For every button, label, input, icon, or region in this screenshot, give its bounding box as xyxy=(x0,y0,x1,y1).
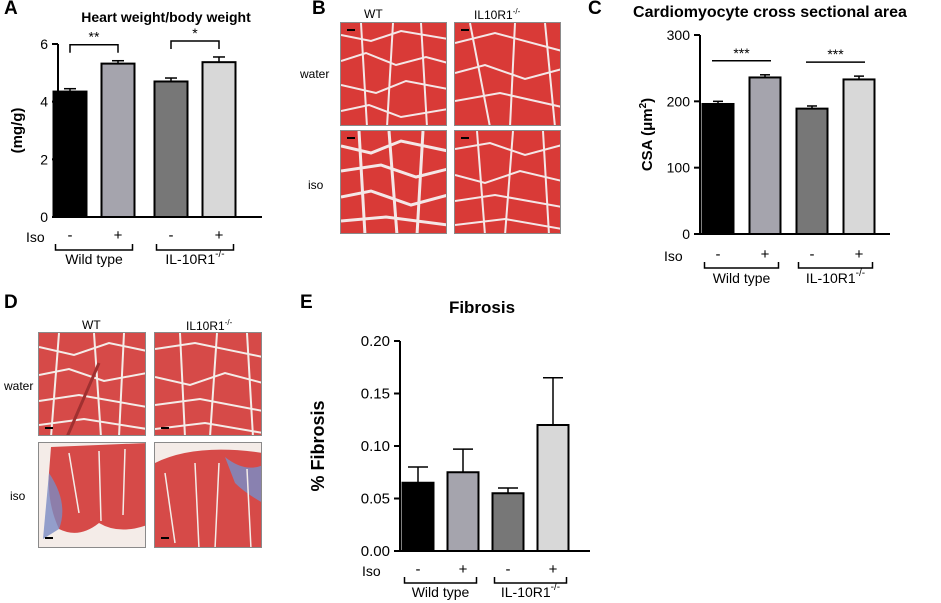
group-label-wild-type: Wild type xyxy=(412,584,470,600)
panel-letter-e: E xyxy=(300,292,313,313)
panel-letter-a: A xyxy=(4,0,18,19)
group-bracket-1 xyxy=(703,262,780,269)
group-bracket-2 xyxy=(493,577,568,584)
y-tick-label: 0 xyxy=(682,226,690,242)
iso-sign-1: - xyxy=(416,561,421,578)
panel-b-row-water: water xyxy=(300,67,330,81)
histology-image-il10r1-iso xyxy=(454,130,561,234)
y-tick-label: 0.05 xyxy=(361,491,390,508)
bar-2 xyxy=(748,76,782,235)
bar-1 xyxy=(401,481,435,552)
chart-title: Fibrosis xyxy=(449,298,515,317)
iso-sign-2: + xyxy=(459,561,468,578)
histology-image-il10r1-water xyxy=(454,22,561,126)
significance-bracket-2 xyxy=(170,40,220,49)
iso-row-label: Iso xyxy=(26,229,45,245)
histology-image-il10r1-iso-trichrome xyxy=(154,442,262,548)
y-tick-label: 0.15 xyxy=(361,386,390,403)
panel-d-row-water: water xyxy=(4,379,34,393)
significance-stars-2: *** xyxy=(827,46,844,62)
panel-b-col-il10r1: IL10R1-/- xyxy=(474,7,521,22)
group-bracket-2 xyxy=(797,262,874,269)
iso-sign-3: - xyxy=(810,246,815,263)
y-tick-label: 0.00 xyxy=(361,543,390,560)
y-axis-label: (mg/g) xyxy=(9,108,26,154)
y-tick-label: 0.10 xyxy=(361,438,390,455)
y-tick-label: 300 xyxy=(667,27,691,43)
panel-letter-b: B xyxy=(312,0,326,19)
bar-3 xyxy=(795,107,829,235)
iso-row-label: Iso xyxy=(664,248,683,264)
bar-2 xyxy=(100,62,136,218)
group-bracket-1 xyxy=(403,577,478,584)
chart-e-fibrosis: Fibrosis % Fibrosis 0.00 0.05 0.10 0.15 0.20 - +… xyxy=(308,298,590,600)
chart-c-csa: Cardiomyocyte cross sectional area CSA (μ… xyxy=(633,4,907,286)
y-axis-label: CSA (μm2) xyxy=(638,98,656,171)
bar-4 xyxy=(536,424,570,552)
iso-sign-3: - xyxy=(506,561,511,578)
y-tick-label: 0 xyxy=(40,209,48,225)
histology-image-wt-water xyxy=(340,22,447,126)
y-tick-label: 4 xyxy=(40,94,48,110)
panel-letter-c: C xyxy=(588,0,602,19)
iso-sign-4: + xyxy=(855,246,864,263)
group-label-il10r1: IL-10R1-/- xyxy=(501,582,560,600)
iso-sign-1: - xyxy=(68,227,73,244)
panel-b-col-wt: WT xyxy=(364,7,383,21)
significance-bracket-1 xyxy=(69,43,119,53)
y-tick-label: 200 xyxy=(667,93,691,109)
bar-4 xyxy=(842,78,876,236)
y-axis-label: % Fibrosis xyxy=(308,400,328,491)
bar-3 xyxy=(153,80,189,218)
y-tick-label: 0.20 xyxy=(361,333,390,350)
iso-sign-4: + xyxy=(549,561,558,578)
group-label-wild-type: Wild type xyxy=(65,251,123,267)
y-tick-label: 2 xyxy=(40,151,48,167)
chart-a-heart-weight: Heart weight/body weight (mg/g) 0 2 4 6 - + - + Is… xyxy=(9,9,262,267)
group-label-il10r1: IL-10R1-/- xyxy=(165,249,224,267)
chart-title: Cardiomyocyte cross sectional area xyxy=(633,4,907,21)
histology-image-wt-water-trichrome xyxy=(38,332,146,436)
bar-1 xyxy=(701,102,735,235)
iso-sign-4: + xyxy=(215,227,224,244)
histology-image-il10r1-water-trichrome xyxy=(154,332,262,436)
group-bracket-1 xyxy=(54,244,134,251)
y-tick-label: 6 xyxy=(40,36,48,52)
group-label-wild-type: Wild type xyxy=(713,270,771,286)
group-bracket-2 xyxy=(155,244,235,251)
y-tick-label: 100 xyxy=(667,160,691,176)
bar-1 xyxy=(52,90,88,218)
panel-d-col-wt: WT xyxy=(82,318,101,332)
significance-stars-1: *** xyxy=(733,45,750,61)
panel-b-row-iso: iso xyxy=(308,178,324,192)
significance-stars-2: * xyxy=(192,25,198,41)
group-label-il10r1: IL-10R1-/- xyxy=(806,268,865,286)
histology-image-wt-iso-trichrome xyxy=(38,442,146,548)
chart-title: Heart weight/body weight xyxy=(81,9,251,25)
panel-letter-d: D xyxy=(4,292,18,313)
bar-4 xyxy=(201,61,237,219)
iso-sign-3: - xyxy=(169,227,174,244)
iso-sign-2: + xyxy=(761,246,770,263)
iso-sign-2: + xyxy=(114,227,123,244)
panel-d-row-iso: iso xyxy=(10,489,26,503)
panel-d-col-il10r1: IL10R1-/- xyxy=(186,318,233,333)
bar-2 xyxy=(446,471,480,552)
bar-3 xyxy=(491,492,525,552)
histology-image-wt-iso xyxy=(340,130,447,234)
significance-stars-1: ** xyxy=(89,29,100,45)
iso-row-label: Iso xyxy=(362,563,381,579)
iso-sign-1: - xyxy=(716,246,721,263)
